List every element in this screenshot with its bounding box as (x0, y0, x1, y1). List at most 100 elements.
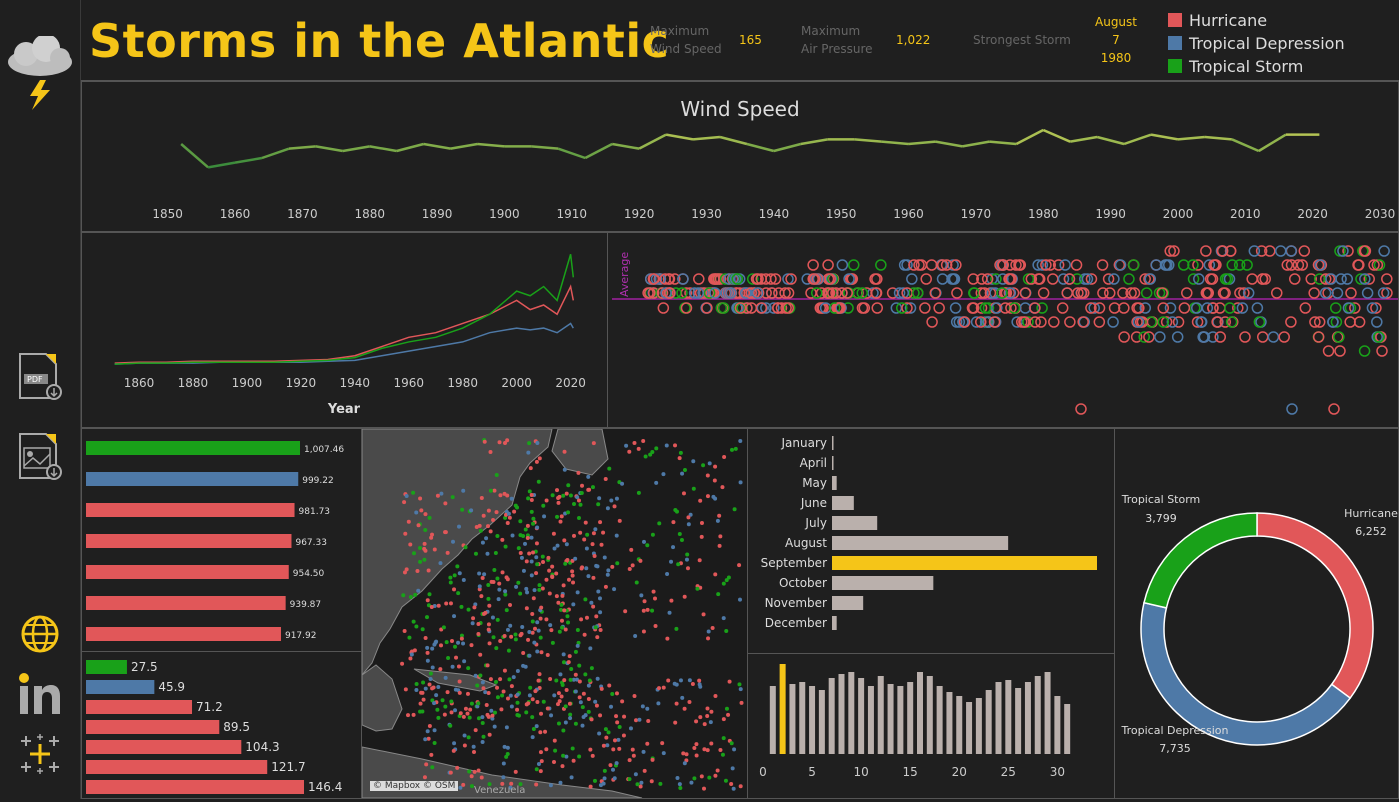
storm-dot (975, 316, 987, 328)
storm-point (603, 727, 608, 732)
storm-point (505, 745, 510, 750)
storm-point (404, 567, 409, 572)
storm-point (709, 709, 714, 714)
storm-point (686, 515, 691, 520)
storm-point (640, 704, 645, 709)
storm-point (436, 684, 441, 689)
storm-point (580, 705, 585, 710)
image-download-icon[interactable] (16, 432, 64, 480)
storm-point (537, 456, 542, 461)
x-axis-title: Year (327, 402, 361, 417)
storm-point (694, 719, 699, 724)
storm-point (586, 683, 591, 688)
storm-dot (701, 302, 713, 314)
x-tick-label: 1940 (759, 207, 790, 221)
storm-point (484, 703, 489, 708)
storm-point (469, 774, 474, 779)
storm-dot (1044, 259, 1056, 271)
storm-point (547, 568, 552, 573)
storm-dot (1255, 245, 1268, 257)
x-tick-label: 1880 (354, 207, 385, 221)
storm-point (705, 748, 710, 753)
donut-value-label: 7,735 (1159, 742, 1191, 755)
storm-point (628, 726, 633, 731)
map-attribution[interactable]: © Mapbox © OSM (370, 781, 459, 791)
storm-point (441, 625, 446, 630)
storm-point (409, 652, 414, 657)
day-bar (995, 682, 1002, 754)
x-tick-label: 2020 (555, 376, 586, 390)
legend-hurricane[interactable]: Hurricane (1168, 10, 1267, 30)
storm-point (492, 488, 497, 493)
storm-point (505, 521, 510, 526)
storm-dot (1061, 287, 1074, 299)
storm-dot (807, 259, 819, 271)
storm-point (476, 768, 481, 773)
storm-dot (1337, 245, 1349, 257)
page-title: Storms in the Atlantic (89, 14, 670, 68)
storm-dot (1005, 273, 1017, 285)
storm-dot (1047, 273, 1059, 285)
wind-line-segment (1204, 135, 1232, 141)
storm-point (523, 527, 528, 532)
storm-point (486, 627, 491, 632)
storm-point (521, 663, 526, 668)
storm-point (641, 438, 646, 443)
wind-line-segment (261, 147, 290, 160)
storm-dot (925, 259, 938, 271)
pdf-download-icon[interactable]: PDF (16, 352, 64, 400)
storm-point (638, 558, 643, 563)
storm-dot (660, 287, 672, 299)
storm-dot (766, 287, 778, 299)
storm-point (537, 672, 542, 677)
storm-point (492, 710, 497, 715)
map-panel[interactable]: © Mapbox © OSM Venezuela (361, 428, 748, 799)
legend-tropical-depression[interactable]: Tropical Depression (1168, 33, 1345, 53)
storm-point (502, 668, 507, 673)
storm-point (457, 679, 462, 684)
storm-point (448, 770, 453, 775)
bar-value-label: 939.87 (290, 600, 322, 610)
storm-point (557, 494, 562, 499)
storm-dot (968, 287, 980, 299)
storm-point (538, 635, 543, 640)
storm-point (669, 598, 674, 603)
storm-point (548, 783, 553, 788)
storm-type-donut: Hurricane 6,252 Tropical Depression 7,735 Tr… (1121, 493, 1399, 755)
storm-point (722, 454, 727, 459)
day-bar (838, 674, 845, 754)
storm-dot (936, 259, 949, 271)
bar (86, 780, 304, 794)
storm-point (550, 493, 555, 498)
storm-point (718, 748, 723, 753)
storm-point (495, 534, 500, 539)
storm-map[interactable] (361, 428, 747, 799)
storm-point (709, 741, 714, 746)
linkedin-icon[interactable] (18, 672, 62, 716)
storm-point (636, 446, 641, 451)
day-bar (985, 690, 992, 754)
storm-point (423, 686, 428, 691)
storm-point (571, 502, 576, 507)
storm-dot (1342, 245, 1354, 257)
storm-point (498, 493, 503, 498)
storm-point (594, 614, 599, 619)
storm-point (534, 724, 539, 729)
tableau-icon[interactable] (18, 732, 62, 776)
storm-point (579, 617, 584, 622)
storm-dot (1107, 316, 1119, 328)
storm-point (579, 491, 584, 496)
storm-point (578, 502, 583, 507)
storm-point (488, 529, 493, 534)
storm-point (528, 466, 533, 471)
wind-bars-panel: 27.5 45.9 71.2 89.5 104.3 121.7 146.4 (81, 651, 362, 799)
storm-point (729, 741, 734, 746)
storm-point (573, 556, 578, 561)
donut-panel: Hurricane 6,252 Tropical Depression 7,735 Tr… (1114, 428, 1399, 799)
storm-point (675, 776, 680, 781)
storm-dot (901, 259, 913, 271)
legend-tropical-storm[interactable]: Tropical Storm (1168, 56, 1303, 76)
globe-icon[interactable] (20, 614, 60, 654)
storm-point (633, 634, 638, 639)
storm-dot (940, 259, 953, 271)
